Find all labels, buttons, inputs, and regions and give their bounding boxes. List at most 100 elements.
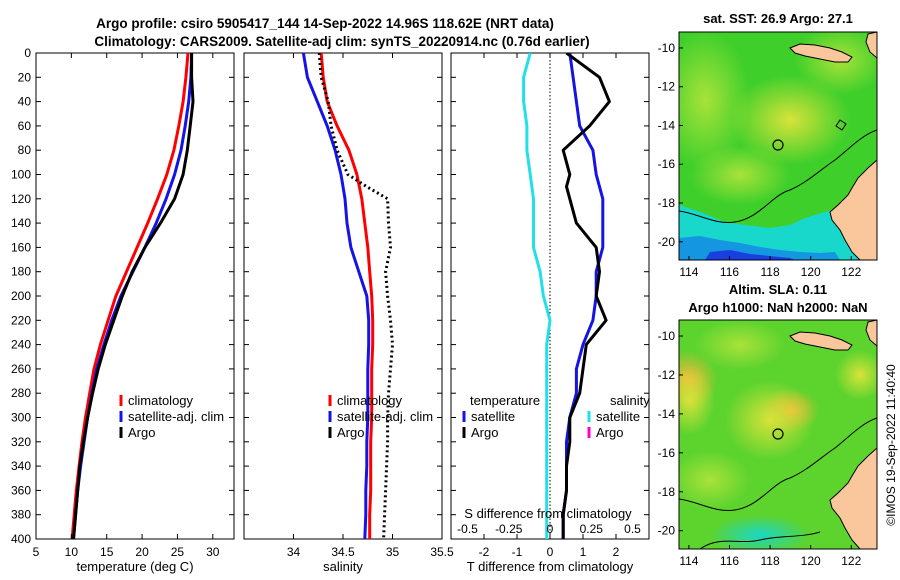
series-line-s-satellite bbox=[522, 53, 552, 539]
sst-warm-patch bbox=[730, 75, 850, 165]
sst-island bbox=[789, 43, 853, 63]
map-x-label: 122 bbox=[841, 554, 861, 568]
legend-t-argo: Argo bbox=[471, 425, 498, 440]
map-x-label: 114 bbox=[679, 554, 698, 568]
imos-watermark: ©IMOS 19-Sep-2022 11:40:40 bbox=[884, 364, 898, 526]
temperature-axes bbox=[35, 52, 235, 540]
y-tick-label: 60 bbox=[18, 119, 32, 133]
x-tick-label: 1 bbox=[580, 545, 587, 559]
sla-mainland bbox=[829, 447, 877, 549]
y-tick-label: 300 bbox=[11, 411, 31, 425]
map-y-label: -18 bbox=[658, 196, 676, 210]
map-y-label: -16 bbox=[658, 157, 676, 171]
sst-warm-patch bbox=[690, 145, 790, 205]
y-tick-label: 320 bbox=[11, 435, 31, 449]
y-tick-label: 100 bbox=[11, 168, 31, 182]
sdiff-xlabel: S difference from climatology bbox=[464, 506, 632, 521]
sla-island bbox=[789, 331, 853, 351]
difference-legend: temperature salinity satellite Argo sate… bbox=[462, 393, 650, 440]
y-tick-label: 180 bbox=[11, 265, 31, 279]
legend-title-temperature: temperature bbox=[470, 393, 540, 408]
y-tick-label: 80 bbox=[18, 143, 32, 157]
sla-contour bbox=[699, 531, 821, 549]
argo-position-marker bbox=[772, 139, 784, 151]
sla-high-patch bbox=[679, 365, 715, 435]
y-tick-label: 140 bbox=[11, 216, 31, 230]
y-tick-label: 380 bbox=[11, 508, 31, 522]
salinity-lines bbox=[301, 53, 394, 539]
x-tick-label: -2 bbox=[479, 545, 490, 559]
y-tick-label: 160 bbox=[11, 240, 31, 254]
x-tick-label: 20 bbox=[135, 545, 149, 559]
map-x-label: 116 bbox=[720, 554, 739, 568]
legend-t-satellite: satellite bbox=[471, 409, 515, 424]
legend-argo: Argo bbox=[128, 425, 155, 440]
x-tick-label: 30 bbox=[206, 545, 220, 559]
legend-satellite-adj: satellite-adj. clim bbox=[128, 409, 224, 424]
map-x-label: 118 bbox=[761, 554, 780, 568]
x-ticks: 5 10 15 20 25 30 34 34.5 35 35.5 -2 -1 0 1 2 bbox=[33, 53, 620, 559]
y-tick-label: 340 bbox=[11, 459, 31, 473]
sst-map bbox=[679, 32, 877, 260]
legend-s-satellite: satellite bbox=[596, 409, 640, 424]
x-tick-label: 10 bbox=[65, 545, 79, 559]
sla-contour bbox=[679, 417, 877, 512]
temperature-lines bbox=[70, 53, 195, 539]
map-x-label: 120 bbox=[801, 265, 821, 279]
legend-argo: Argo bbox=[337, 425, 364, 440]
sla-map-ticks: -10 -12 -14 -16 -18 -20 114 116 118 120 122 bbox=[658, 329, 862, 568]
sla-high-patch bbox=[835, 350, 877, 400]
sdiff-tick-label: -0.25 bbox=[495, 522, 523, 536]
y-tick-label: 0 bbox=[24, 46, 31, 60]
sdiff-tick-label: 0 bbox=[547, 522, 554, 536]
map-y-label: -14 bbox=[658, 407, 676, 421]
series-line-argo bbox=[72, 53, 195, 539]
series-line-climatology bbox=[319, 53, 375, 539]
sdiff-tick-label: -0.5 bbox=[457, 522, 478, 536]
x-tick-label: 2 bbox=[613, 545, 620, 559]
map-y-label: -10 bbox=[658, 41, 676, 55]
map-y-label: -14 bbox=[658, 118, 676, 132]
x-tick-label: 0 bbox=[547, 545, 554, 559]
sla-map-frame bbox=[678, 319, 878, 550]
map-y-label: -16 bbox=[658, 446, 676, 460]
y-tick-label: 200 bbox=[11, 289, 31, 303]
y-tick-label: 360 bbox=[11, 483, 31, 497]
map-x-label: 118 bbox=[761, 265, 780, 279]
x-tick-label: 35.5 bbox=[430, 545, 454, 559]
x-tick-label: 5 bbox=[33, 545, 40, 559]
sla-map-title-2: Argo h1000: NaN h2000: NaN bbox=[688, 300, 867, 315]
y-tick-label: 20 bbox=[18, 70, 32, 84]
sst-warm-patch bbox=[679, 32, 750, 170]
x-tick-label: 35 bbox=[386, 545, 400, 559]
temperature-legend: climatology satellite-adj. clim Argo bbox=[119, 393, 224, 440]
sla-high-patch bbox=[725, 380, 815, 460]
y-tick-label: 220 bbox=[11, 313, 31, 327]
sla-map-title-1: Altim. SLA: 0.11 bbox=[729, 282, 827, 297]
x-tick-label: 25 bbox=[171, 545, 185, 559]
sst-coldest bbox=[705, 250, 795, 260]
sdiff-tick-label: 0.25 bbox=[580, 522, 604, 536]
x-tick-label: 34 bbox=[287, 545, 301, 559]
sdiff-ticks: -0.5 -0.25 0 0.25 0.5 bbox=[457, 522, 641, 536]
salinity-axes bbox=[243, 52, 443, 540]
map-y-label: -12 bbox=[658, 80, 676, 94]
sla-high-patch bbox=[679, 450, 750, 510]
salinity-legend: climatology satellite-adj. clim Argo bbox=[328, 393, 433, 440]
sla-map bbox=[679, 320, 877, 549]
sst-mainland bbox=[829, 159, 877, 260]
map-x-label: 122 bbox=[841, 265, 861, 279]
difference-lines bbox=[522, 53, 611, 539]
x-tick-label: 34.5 bbox=[331, 545, 355, 559]
salinity-xlabel: salinity bbox=[323, 559, 363, 574]
y-tick-label: 40 bbox=[18, 95, 32, 109]
map-x-label: 120 bbox=[801, 554, 821, 568]
map-y-label: -18 bbox=[658, 485, 676, 499]
y-tick-label: 260 bbox=[11, 362, 31, 376]
title-line-2: Climatology: CARS2009. Satellite-adj cli… bbox=[94, 34, 589, 49]
y-tick-label: 280 bbox=[11, 386, 31, 400]
legend-climatology: climatology bbox=[337, 393, 403, 408]
y-tick-label: 240 bbox=[11, 338, 31, 352]
x-tick-label: 15 bbox=[100, 545, 114, 559]
